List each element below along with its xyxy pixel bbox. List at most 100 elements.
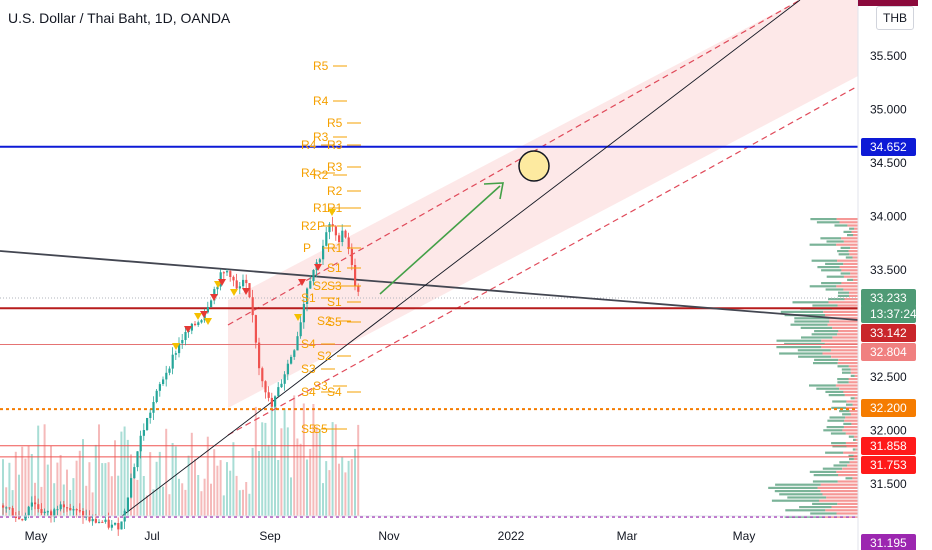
profile-bar-up — [794, 320, 830, 323]
candle-body — [171, 354, 174, 369]
profile-bar-down — [853, 435, 858, 438]
volume-bar — [248, 493, 251, 516]
volume-bars — [2, 395, 360, 516]
candle-body — [78, 510, 81, 512]
volume-bar — [187, 455, 190, 516]
candle-body — [261, 368, 264, 382]
pivot-label: S1 — [301, 291, 316, 305]
profile-bar-down — [854, 397, 858, 400]
profile-bar-up — [832, 400, 847, 403]
price-tag-label: 33.233 — [870, 291, 907, 305]
profile-bar-down — [843, 288, 858, 291]
profile-bar-down — [852, 256, 858, 259]
volume-bar — [350, 459, 353, 516]
candle-body — [139, 435, 142, 452]
profile-bar-down — [845, 442, 858, 445]
profile-bar-up — [776, 339, 822, 342]
marker-triangle — [298, 279, 306, 286]
candle-body — [222, 272, 225, 274]
volume-bar — [219, 460, 222, 516]
profile-bar-down — [848, 381, 858, 384]
volume-bar — [226, 462, 228, 516]
volume-bar — [171, 443, 174, 516]
candle-body — [117, 523, 120, 530]
pivot-label: R2 — [301, 219, 317, 233]
profile-bar-up — [842, 371, 851, 374]
volume-bar — [162, 486, 164, 516]
profile-bar-up — [837, 250, 849, 253]
profile-bar-up — [825, 262, 844, 265]
profile-bar-down — [837, 259, 858, 262]
profile-bar-up — [771, 499, 820, 502]
price-tag-label: 13:37:24 — [870, 307, 917, 321]
volume-bar — [290, 477, 292, 516]
volume-bar — [341, 457, 344, 516]
volume-bar — [347, 460, 350, 516]
candle-body — [104, 519, 107, 522]
candle-body — [331, 224, 334, 227]
candle-body — [146, 418, 149, 430]
trend-lines — [0, 0, 859, 517]
volume-profile — [768, 218, 859, 518]
volume-bar — [53, 483, 56, 516]
volume-bar — [126, 439, 129, 516]
marker-triangle — [242, 288, 250, 295]
volume-bar — [357, 424, 360, 516]
profile-bar-down — [841, 282, 858, 285]
x-tick-label: Jul — [144, 529, 159, 543]
volume-bar — [242, 489, 244, 516]
volume-bar — [50, 445, 52, 516]
pivot-label: S3 — [313, 379, 328, 393]
profile-bar-down — [837, 480, 858, 483]
candle-body — [286, 363, 289, 375]
candle-body — [226, 271, 229, 273]
volume-bar — [229, 470, 232, 516]
candle-body — [85, 516, 88, 518]
profile-bar-up — [775, 483, 821, 486]
profile-bar-up — [826, 240, 844, 243]
profile-bar-up — [774, 490, 821, 493]
candle-body — [293, 350, 296, 357]
profile-bar-up — [832, 445, 847, 448]
profile-bar-down — [854, 227, 858, 230]
volume-bar — [18, 474, 20, 516]
y-tick-label: 34.000 — [870, 210, 907, 224]
volume-bar — [165, 428, 168, 516]
volume-bar — [178, 478, 180, 516]
candle-body — [30, 502, 33, 507]
profile-bar-up — [837, 381, 849, 384]
pivot-label: S3 — [327, 279, 342, 293]
profile-bar-up — [837, 294, 849, 297]
x-tick-label: 2022 — [498, 529, 525, 543]
profile-bar-down — [849, 461, 858, 464]
profile-bar-up — [847, 234, 854, 237]
profile-bar-up — [833, 464, 847, 467]
volume-bar — [264, 422, 267, 516]
candle-body — [344, 230, 347, 238]
candle-body — [248, 283, 251, 298]
profile-bar-down — [855, 438, 858, 441]
x-axis: May Jul Sep Nov 2022 Mar May — [0, 515, 858, 543]
profile-bar-up — [811, 259, 838, 262]
candle-body — [40, 509, 43, 514]
volume-bar — [82, 439, 84, 516]
candle-body — [210, 300, 213, 307]
volume-bar — [168, 494, 171, 516]
volume-bar — [286, 427, 289, 516]
sell-marker — [204, 318, 212, 325]
profile-bar-down — [837, 333, 858, 336]
volume-bar — [110, 476, 113, 516]
volume-bar — [21, 446, 24, 516]
candle-body — [235, 280, 238, 289]
candle-body — [5, 507, 8, 509]
currency-button[interactable]: THB — [876, 6, 914, 30]
volume-bar — [258, 451, 260, 516]
pivot-label: R4 — [301, 166, 317, 180]
candle-body — [34, 502, 37, 505]
volume-bar — [136, 479, 139, 516]
profile-bar-up — [830, 432, 846, 435]
profile-bar-up — [779, 352, 823, 355]
volume-bar — [270, 400, 273, 516]
profile-bar-up — [840, 272, 851, 275]
